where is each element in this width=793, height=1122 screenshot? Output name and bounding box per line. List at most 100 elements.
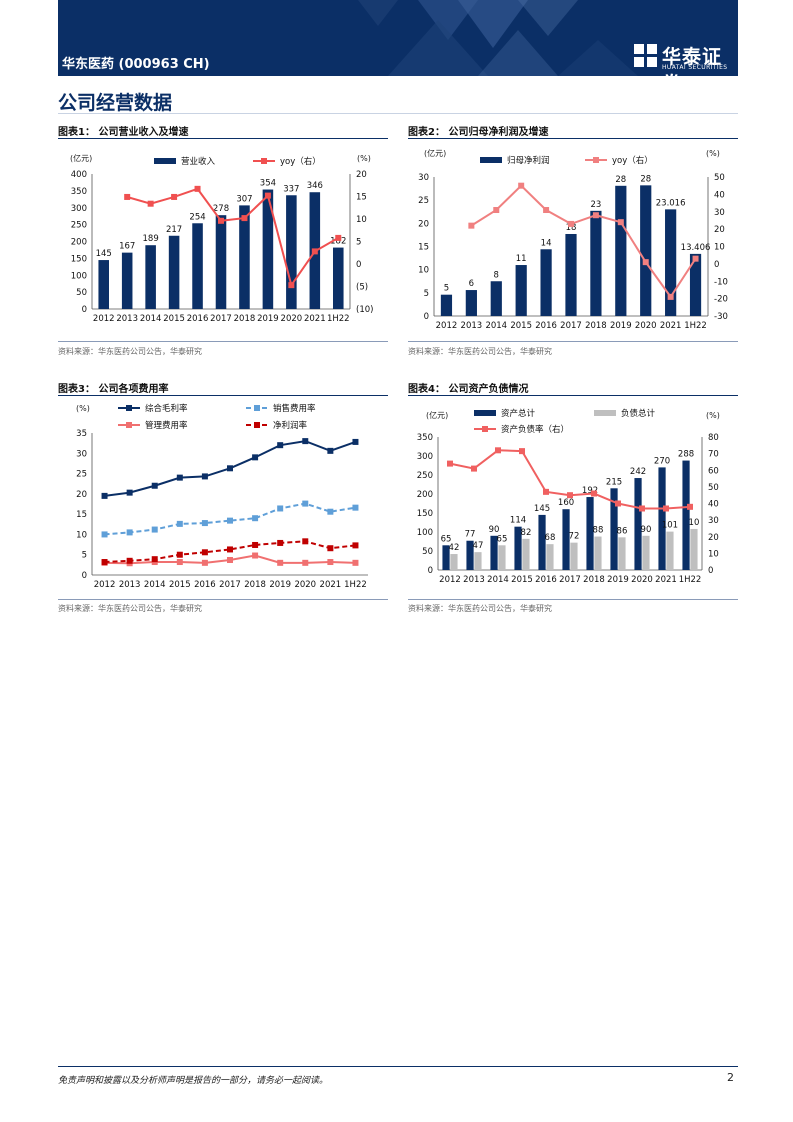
bar-归母净利润 [565,233,577,316]
x-tick-label: 2012 [439,575,461,585]
left-tick-label: 100 [71,271,87,281]
x-tick-label: 2021 [655,575,677,585]
x-tick-label: 2017 [559,575,581,585]
x-tick-label: 1H22 [679,575,702,585]
x-tick-label: 2018 [583,575,605,585]
x-tick-label: 2012 [436,321,458,331]
right-tick-label: 60 [708,466,719,476]
figure-1-source: 资料来源：华东医药公司公告，华泰研究 [58,347,202,356]
figure-2-rule [408,138,738,139]
point-yoy（右） [194,185,201,192]
point-资产负债率（右） [519,448,525,455]
point-净利润率 [176,551,183,558]
point-资产负债率（右） [639,505,645,512]
right-tick-label: (10) [356,305,373,315]
left-tick-label: 100 [417,528,433,538]
bar-data-label: 13.406 [681,243,711,253]
bar-data-label: 145 [534,504,550,514]
x-tick-label: 2015 [163,314,185,324]
x-tick-label: 2016 [187,314,209,324]
point-净利润率 [101,559,108,566]
bar-归母净利润 [540,249,552,316]
bar-data-label: 23 [590,200,601,210]
point-净利润率 [227,546,233,553]
right-tick-label: 30 [714,208,725,218]
point-销售费用率 [176,520,183,527]
x-tick-label: 2018 [234,314,256,324]
bar-资产总计 [442,545,450,570]
right-tick-label: 50 [714,173,725,183]
x-tick-label: 2016 [535,321,557,331]
point-净利润率 [201,549,208,556]
bar-负债总计 [546,544,554,570]
bar-负债总计 [618,537,626,570]
right-tick-label: 5 [356,238,361,248]
bar-data-label: 14 [541,238,552,248]
bar-负债总计 [498,545,506,570]
point-资产负债率（右） [663,505,669,512]
left-tick-label: 50 [76,288,87,298]
legend-marker [593,157,599,163]
figure-2-source: 资料来源：华东医药公司公告，华泰研究 [408,347,552,356]
legend-swatch-bar [594,410,616,416]
x-tick-label: 2021 [660,321,682,331]
bar-data-label: 82 [521,528,532,538]
figure-4-rule [408,395,738,396]
line-净利润率 [104,540,356,564]
right-tick-label: 0 [356,260,361,270]
point-yoy（右） [568,220,574,227]
bar-资产总计 [562,509,570,570]
figure-3-source: 资料来源：华东医药公司公告，华泰研究 [58,604,202,613]
point-管理费用率 [327,559,334,566]
point-销售费用率 [252,515,259,522]
legend-label: 综合毛利率 [145,403,188,414]
right-axis-unit: (%) [357,154,371,163]
figure-4-title: 图表4： 公司资产负债情况 [408,384,529,395]
point-销售费用率 [201,520,208,527]
bar-data-label: 77 [465,530,476,540]
left-tick-label: 5 [424,289,429,299]
bar-负债总计 [594,536,602,570]
footer-disclaimer: 免责声明和披露以及分析师声明是报告的一部分，请务必一起阅读。 [58,1076,329,1086]
x-tick-label: 2018 [585,321,607,331]
bar-资产总计 [682,460,690,570]
chart-assets-liabilities: (亿元) (%) 0 50 100 150 200 250 300 350 0 10 20 30 40 50 6… [417,408,720,585]
figure-1-title: 图表1： 公司营业收入及增速 [58,127,189,138]
point-yoy（右） [124,193,131,200]
point-综合毛利率 [201,473,208,480]
point-综合毛利率 [352,438,359,445]
bar-data-label: 167 [119,242,135,252]
bar-负债总计 [666,531,674,570]
bar-负债总计 [570,542,578,570]
x-tick-label: 2021 [320,580,342,590]
bar-data-label: 28 [615,175,626,185]
legend-label: 营业收入 [181,156,216,167]
legend-marker [254,422,260,428]
x-tick-label: 2019 [610,321,632,331]
right-tick-label: 10 [356,215,367,225]
left-tick-label: 300 [417,452,433,462]
bar-负债总计 [690,528,698,570]
left-axis-unit: (%) [76,404,90,413]
legend-marker [126,405,132,411]
legend-label: 销售费用率 [273,403,316,414]
left-axis-unit: (亿元) [70,153,92,163]
legend-label: 管理费用率 [145,420,188,431]
logo-text-en: HUATAI SECURITIES [662,64,728,71]
point-yoy（右） [468,222,475,229]
bar-资产总计 [586,497,594,570]
bar-营业收入 [98,260,110,309]
legend-swatch-bar [474,410,496,416]
right-tick-label: 20 [356,170,367,180]
point-综合毛利率 [126,489,133,496]
bar-负债总计 [642,535,650,570]
point-资产负债率（右） [471,465,477,472]
bar-data-label: 28 [640,174,651,184]
point-资产负债率（右） [615,500,621,507]
left-tick-label: 250 [71,221,87,231]
bar-data-label: 90 [489,525,500,535]
bar-data-label: 270 [654,456,670,466]
huatai-logo: 华泰证券 HUATAI SECURITIES [632,40,738,95]
x-tick-label: 2013 [119,580,141,590]
